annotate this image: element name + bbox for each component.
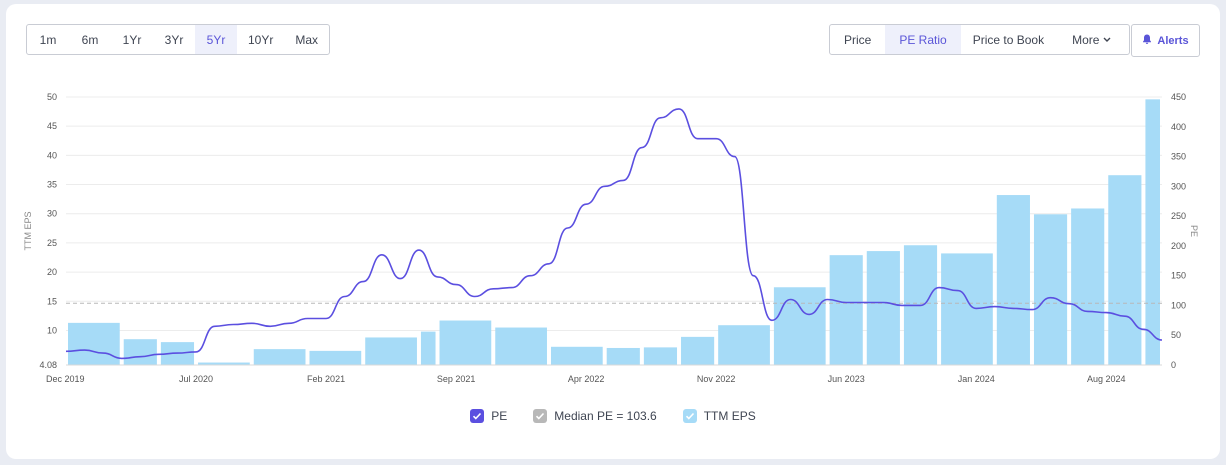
eps-bar [1108, 175, 1142, 365]
metric-selector: Price PE Ratio Price to Book More [829, 24, 1131, 55]
eps-bar [1145, 99, 1160, 365]
eps-bar [1071, 208, 1105, 365]
eps-bar [198, 362, 250, 365]
left-axis-tick-label: 15 [47, 296, 57, 306]
left-axis-tick-label: 30 [47, 209, 57, 219]
metric-button-pe-ratio[interactable]: PE Ratio [885, 25, 961, 54]
legend-eps-label: TTM EPS [703, 409, 756, 423]
right-axis-tick-label: 350 [1171, 152, 1186, 162]
pe-checkbox-icon[interactable] [470, 409, 485, 423]
period-button-label: 10Yr [248, 32, 274, 47]
eps-bar [606, 347, 640, 365]
x-axis-tick-label: Sep 2021 [437, 374, 476, 384]
metric-button-label: Price to Book [972, 32, 1045, 47]
eps-bar [123, 339, 157, 365]
eps-bar [681, 336, 715, 365]
period-button-max[interactable]: Max [284, 25, 329, 54]
x-axis-tick-label: Dec 2019 [46, 374, 85, 384]
x-axis-tick-label: Feb 2021 [307, 374, 345, 384]
alerts-label: Alerts [1157, 34, 1189, 47]
x-axis-tick-label: Apr 2022 [568, 374, 605, 384]
right-axis-tick-label: 50 [1171, 330, 1181, 340]
period-button-label: 1Yr [122, 32, 142, 47]
metric-button-label: PE Ratio [899, 32, 947, 47]
period-button-1yr[interactable]: 1Yr [111, 25, 153, 54]
period-button-10yr[interactable]: 10Yr [237, 25, 284, 54]
left-axis-tick-label: 40 [47, 150, 57, 160]
left-axis-tick-label: 4.08 [39, 360, 57, 370]
legend-pe[interactable]: PE [470, 409, 507, 423]
eps-bar [253, 349, 306, 365]
eps-bar [941, 253, 993, 365]
period-button-5yr[interactable]: 5Yr [195, 25, 237, 54]
metric-button-price[interactable]: Price [830, 25, 885, 54]
right-axis-tick-label: 450 [1171, 92, 1186, 102]
period-selector: 1m 6m 1Yr 3Yr 5Yr 10Yr Max [26, 24, 331, 55]
period-button-label: 6m [81, 32, 99, 47]
right-axis-tick-label: 0 [1171, 360, 1176, 370]
period-button-label: 3Yr [164, 32, 184, 47]
eps-bar [773, 287, 826, 365]
eps-bar [643, 347, 678, 365]
period-button-label: 5Yr [206, 32, 226, 47]
left-axis-tick-label: 25 [47, 238, 57, 248]
x-axis-tick-label: Nov 2022 [697, 374, 736, 384]
left-axis-tick-label: 10 [47, 325, 57, 335]
eps-bar [68, 322, 120, 365]
left-axis-tick-label: 50 [47, 92, 57, 102]
right-axis-tick-label: 250 [1171, 211, 1186, 221]
legend-median[interactable]: Median PE = 103.6 [533, 409, 657, 423]
alerts-button[interactable]: Alerts [1131, 24, 1200, 57]
eps-bar [420, 331, 436, 365]
eps-bar [866, 251, 900, 365]
chart-legend: PE Median PE = 103.6 TTM EPS [6, 409, 1220, 423]
period-button-3yr[interactable]: 3Yr [153, 25, 195, 54]
right-axis-tick-label: 200 [1171, 241, 1186, 251]
metric-button-label: Price [844, 32, 872, 47]
legend-pe-label: PE [491, 409, 508, 423]
x-axis-tick-label: Jul 2020 [179, 374, 213, 384]
pe-eps-chart: 4.08 10 15 20 25 30 35 40 45 50 0 50 100 150 200 250 300… [23, 92, 1199, 384]
eps-bar [439, 320, 492, 365]
x-axis-tick-label: Jan 2024 [958, 374, 995, 384]
metric-button-more[interactable]: More [1056, 25, 1129, 54]
x-axis-tick-label: Jun 2023 [828, 374, 865, 384]
left-axis-tick-label: 35 [47, 180, 57, 190]
period-button-6m[interactable]: 6m [69, 25, 111, 54]
left-axis-title: TTM EPS [23, 211, 33, 250]
legend-eps[interactable]: TTM EPS [682, 409, 756, 423]
left-axis-tick-label: 20 [47, 267, 57, 277]
bell-icon [1142, 34, 1152, 48]
right-axis-tick-label: 100 [1171, 300, 1186, 310]
eps-checkbox-icon[interactable] [682, 409, 697, 423]
chart-card: 1m 6m 1Yr 3Yr 5Yr 10Yr Max Price PE Ratio Price … [6, 4, 1220, 459]
median-checkbox-icon[interactable] [533, 409, 548, 423]
right-axis-tick-label: 400 [1171, 122, 1186, 132]
metric-button-price-to-book[interactable]: Price to Book [961, 25, 1056, 54]
right-axis-title: PE [1189, 225, 1199, 237]
eps-bar [996, 195, 1030, 365]
legend-median-label: Median PE = 103.6 [554, 409, 657, 423]
right-axis-tick-label: 150 [1171, 271, 1186, 281]
pe-line [65, 108, 1163, 360]
eps-bar [550, 346, 603, 365]
eps-bar [829, 255, 863, 365]
eps-bar [495, 327, 547, 365]
period-button-label: 1m [39, 32, 57, 47]
eps-bar [309, 350, 362, 365]
eps-bar [718, 325, 770, 365]
chevron-down-icon [1103, 37, 1111, 42]
right-axis-tick-label: 300 [1171, 181, 1186, 191]
eps-bar [1033, 214, 1068, 365]
left-axis-tick-label: 45 [47, 121, 57, 131]
x-axis-tick-label: Aug 2024 [1087, 374, 1126, 384]
metric-button-label: More [1072, 32, 1100, 47]
period-button-1m[interactable]: 1m [27, 25, 69, 54]
period-button-label: Max [295, 32, 319, 47]
eps-bar [365, 337, 417, 365]
